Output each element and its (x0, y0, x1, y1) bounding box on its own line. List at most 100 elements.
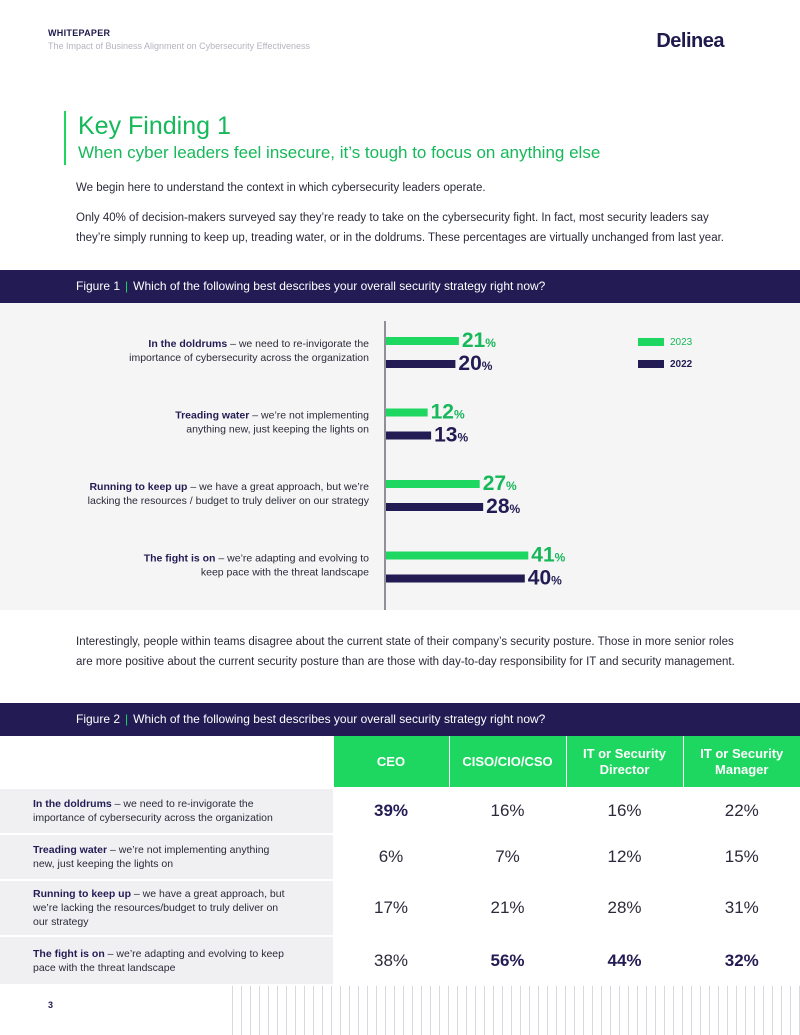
column-header-ceo: CEO (332, 736, 449, 788)
stripe (502, 986, 503, 1035)
stripe (583, 986, 584, 1035)
figure-1-question: Which of the following best describes yo… (133, 279, 546, 293)
stripe (277, 986, 278, 1035)
stripe (295, 986, 296, 1035)
row-label-treading: Treading water – we’re not implementing … (0, 833, 333, 880)
table-cell: 32% (682, 935, 800, 984)
stripe (430, 986, 431, 1035)
stripe (484, 986, 485, 1035)
data-label-2023: 12% (431, 401, 465, 424)
stripe (547, 986, 548, 1035)
bar-2023 (386, 480, 480, 488)
stripe (250, 986, 251, 1035)
table-cell: 38% (332, 935, 449, 984)
page-number: 3 (48, 1000, 54, 1010)
column-header-director: IT or Security Director (565, 736, 683, 788)
stripe (781, 986, 782, 1035)
bar-chart-svg: In the doldrums – we need to re-invigora… (88, 321, 566, 610)
stripe (358, 986, 359, 1035)
stripe (340, 986, 341, 1035)
stripe (682, 986, 683, 1035)
data-label-2023: 21% (462, 329, 496, 352)
legend-item-2023: 2023 (638, 331, 692, 353)
category-label: Running to keep up – we have a great app… (89, 481, 369, 493)
legend-swatch-2022 (638, 360, 664, 368)
paragraph-context: Only 40% of decision-makers surveyed say… (76, 212, 724, 244)
stripe (385, 986, 386, 1035)
table-row: Running to keep up – we have a great app… (0, 879, 800, 936)
row-label-doldrums: In the doldrums – we need to re-invigora… (0, 787, 333, 834)
stripe (286, 986, 287, 1035)
stripe (241, 986, 242, 1035)
bar-2022 (386, 574, 525, 583)
bar-2022 (386, 431, 432, 440)
column-header-ciso: CISO/CIO/CSO (448, 736, 566, 788)
stripe (565, 986, 566, 1035)
stripe (457, 986, 458, 1035)
stripe (304, 986, 305, 1035)
stripe (601, 986, 602, 1035)
stripe (322, 986, 323, 1035)
stripe (403, 986, 404, 1035)
doc-subtitle: The Impact of Business Alignment on Cybe… (48, 41, 310, 51)
table-cell: 12% (565, 833, 683, 880)
table-cell: 6% (332, 833, 449, 880)
table-row: Treading water – we’re not implementing … (0, 833, 800, 880)
stripe (718, 986, 719, 1035)
stripe (772, 986, 773, 1035)
table-cell: 22% (682, 787, 800, 834)
stripe (259, 986, 260, 1035)
table-cell: 21% (448, 879, 566, 936)
category-label-line2: anything new, just keeping the lights on (186, 424, 369, 436)
stripe (664, 986, 665, 1035)
key-finding-heading: Key Finding 1 When cyber leaders feel in… (64, 111, 600, 165)
row-label-fight: The fight is on – we’re adapting and evo… (0, 935, 333, 984)
stripe (376, 986, 377, 1035)
stripe (646, 986, 647, 1035)
stripe (232, 986, 233, 1035)
stripe (790, 986, 791, 1035)
stripe (655, 986, 656, 1035)
data-label-2023: 27% (483, 472, 517, 495)
delinea-logo: Delinea (656, 30, 724, 52)
bar-2023 (386, 551, 529, 560)
doc-kicker: WHITEPAPER (48, 28, 111, 38)
bar-2023 (386, 337, 459, 345)
figure-2-separator: | (125, 712, 129, 726)
stripe (466, 986, 467, 1035)
stripe (700, 986, 701, 1035)
stripe (691, 986, 692, 1035)
legend-swatch-2023 (638, 338, 664, 346)
document-header: WHITEPAPER The Impact of Business Alignm… (48, 28, 310, 51)
table-cell: 16% (448, 787, 566, 834)
stripe (574, 986, 575, 1035)
stripe (367, 986, 368, 1035)
figure-1-caption: Figure 1 | Which of the following best des… (0, 270, 800, 303)
stripe (637, 986, 638, 1035)
stripe (754, 986, 755, 1035)
stripe (619, 986, 620, 1035)
table-cell: 31% (682, 879, 800, 936)
figure-2-question: Which of the following best describes yo… (133, 712, 546, 726)
stripe (412, 986, 413, 1035)
table-cell: 16% (565, 787, 683, 834)
bar-2022 (386, 503, 484, 511)
stripe (268, 986, 269, 1035)
table-header-blank (0, 736, 333, 788)
stripe (745, 986, 746, 1035)
stripe (727, 986, 728, 1035)
stripe (628, 986, 629, 1035)
category-label-line2: keep pace with the threat landscape (201, 567, 369, 579)
stripe (709, 986, 710, 1035)
paragraph-intro: We begin here to understand the context … (76, 182, 486, 194)
data-label-2022: 40% (528, 567, 562, 590)
key-finding-title: Key Finding 1 (78, 112, 231, 140)
bar-2023 (386, 408, 428, 417)
data-label-2022: 13% (434, 424, 468, 447)
legend-item-2022: 2022 (638, 353, 692, 375)
table-cell: 7% (448, 833, 566, 880)
figure-2-caption: Figure 2 | Which of the following best des… (0, 703, 800, 736)
key-finding-subtitle: When cyber leaders feel insecure, it’s t… (78, 143, 601, 162)
table-cell: 44% (565, 935, 683, 984)
stripe (529, 986, 530, 1035)
